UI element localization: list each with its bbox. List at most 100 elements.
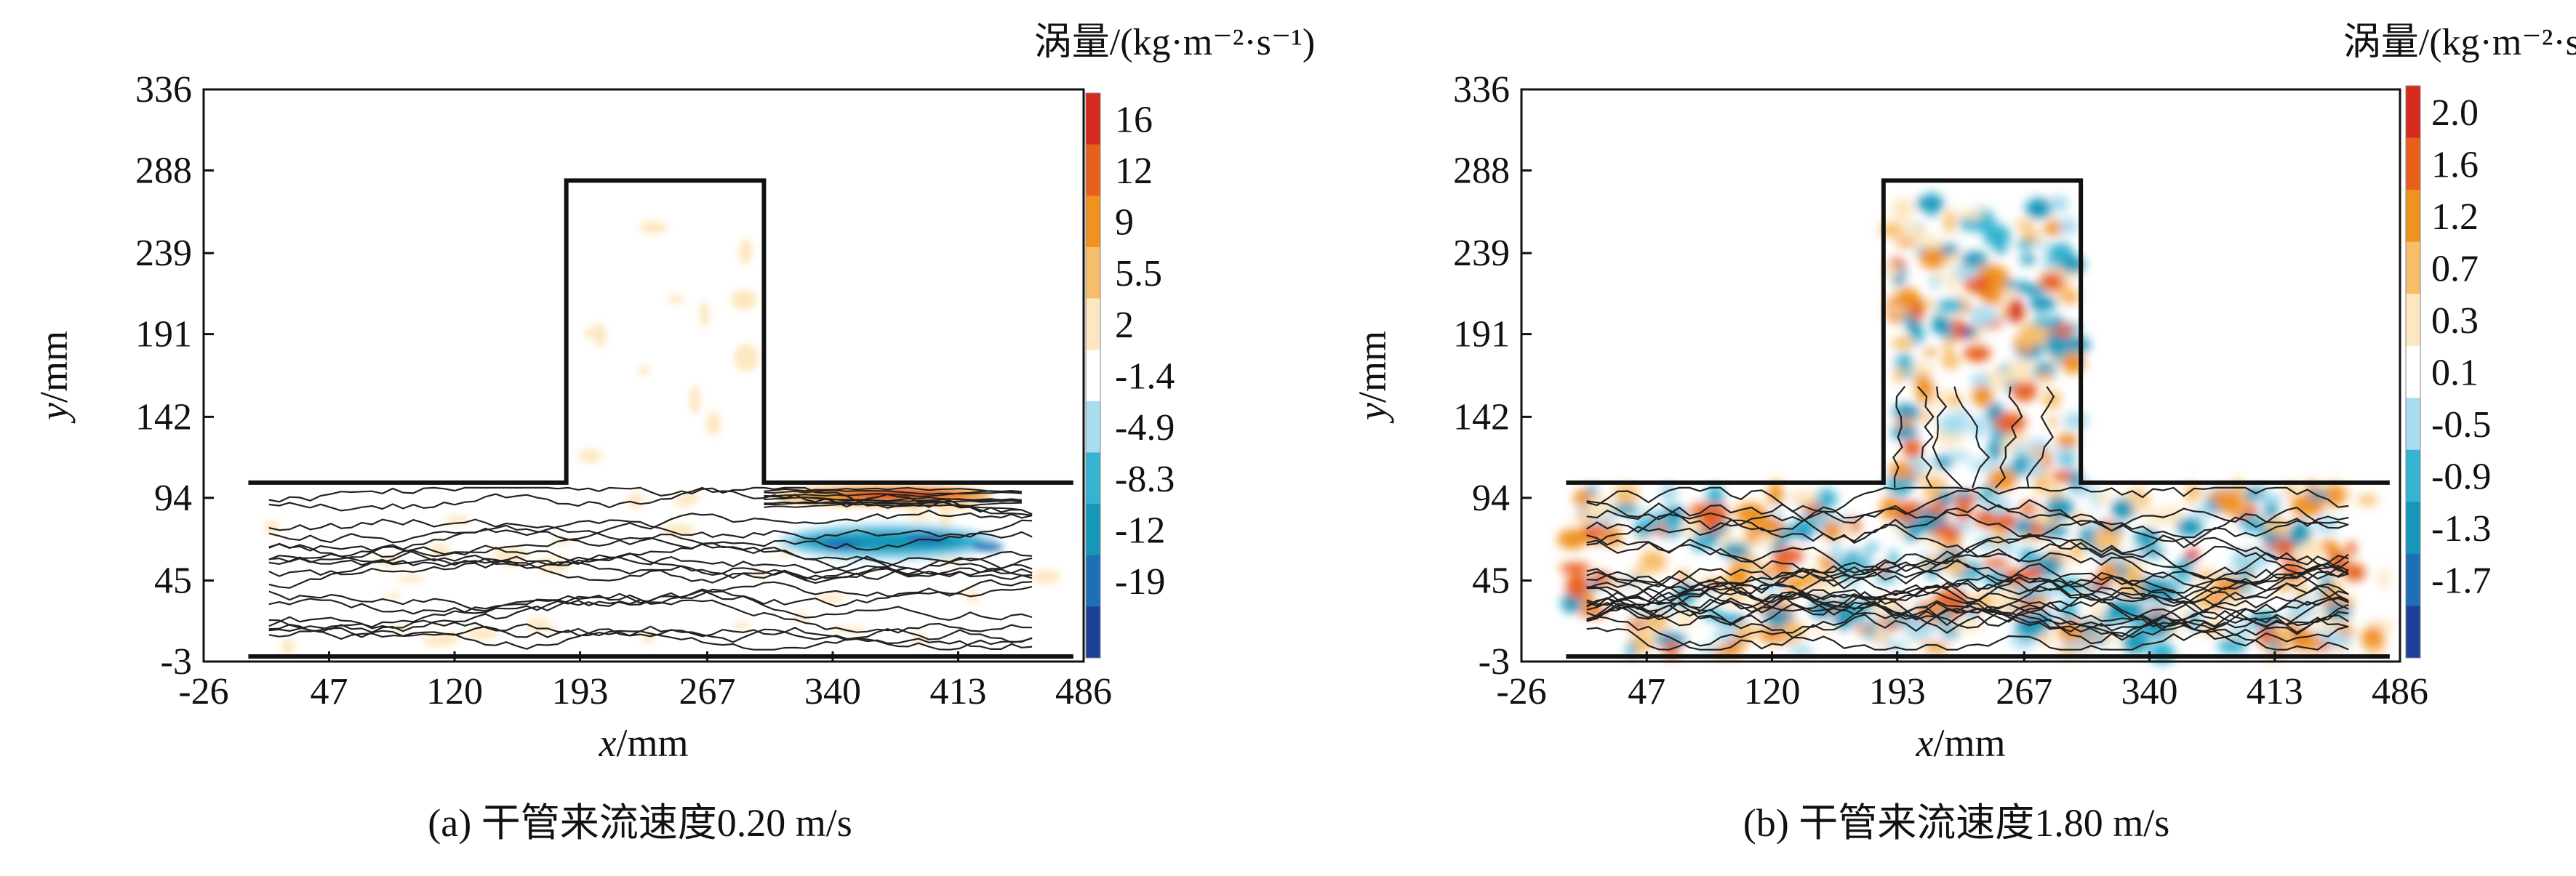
colorbar-frame xyxy=(1085,92,1101,659)
vorticity-blob xyxy=(1639,550,1667,574)
colorbar-swatch xyxy=(1086,246,1100,300)
streamline xyxy=(1586,571,2349,622)
vorticity-blob xyxy=(1854,622,1873,633)
colorbar-title: 涡量/(kg·m⁻²·s⁻¹) xyxy=(1034,22,1315,63)
vorticity-blob xyxy=(2314,517,2340,534)
vorticity-blob xyxy=(1893,366,1905,383)
vorticity-blob xyxy=(2059,217,2078,236)
vorticity-blob xyxy=(1891,198,1913,222)
colorbar-label: -19 xyxy=(1115,561,1165,603)
vorticity-blob xyxy=(1831,542,1843,563)
vorticity-blob xyxy=(2031,520,2043,538)
vorticity-blob xyxy=(2343,563,2366,582)
vorticity-blob xyxy=(2033,473,2051,494)
vorticity-blob xyxy=(2060,456,2076,465)
x-tick-label: 413 xyxy=(2247,671,2303,712)
vorticity-blob xyxy=(2094,493,2113,504)
y-tick-label: 336 xyxy=(135,69,192,110)
vorticity-blob xyxy=(667,294,684,304)
vorticity-blob xyxy=(1712,645,1743,657)
streamline xyxy=(268,623,1033,650)
colorbar-label: 1.6 xyxy=(2431,144,2479,185)
vorticity-blob xyxy=(2069,542,2084,561)
streamline xyxy=(764,486,1022,493)
vorticity-blob xyxy=(1643,633,1654,651)
colorbar-label: -1.3 xyxy=(2431,508,2491,550)
colorbar-title: 涡量/(kg·m⁻²·s⁻¹) xyxy=(2343,22,2576,63)
streamline xyxy=(1916,385,1935,489)
streamline xyxy=(764,499,1023,506)
vorticity-blob xyxy=(1974,273,1991,296)
vorticity-blob xyxy=(1994,412,2027,434)
vorticity-blob xyxy=(2049,196,2070,212)
vorticity-blob xyxy=(1892,403,1920,422)
streamline xyxy=(1586,500,2349,554)
colorbar-label: 12 xyxy=(1115,150,1153,192)
vorticity-blob xyxy=(1897,502,1923,512)
streamline xyxy=(1586,570,2349,645)
vorticity-blob xyxy=(1943,337,1953,358)
vorticity-blob xyxy=(1891,337,1914,350)
colorbar-label: 0.7 xyxy=(2431,248,2479,289)
colorbar-swatch xyxy=(2406,345,2420,398)
vorticity-field xyxy=(263,221,1061,655)
streamline xyxy=(1586,605,2349,651)
vorticity-blob xyxy=(2012,454,2033,470)
streamline xyxy=(268,579,1033,612)
vorticity-blob xyxy=(2361,626,2385,651)
vorticity-blob xyxy=(1895,239,1916,247)
colorbar-swatch xyxy=(1086,298,1100,350)
vorticity-blob xyxy=(2321,574,2332,590)
y-tick-label: 239 xyxy=(135,233,192,274)
colorbar-swatch xyxy=(2406,86,2420,139)
vorticity-blob xyxy=(1668,517,1681,539)
colorbar-swatch xyxy=(2406,190,2420,243)
colorbar-swatch xyxy=(1086,606,1100,659)
vorticity-blob xyxy=(2378,568,2389,590)
vorticity-blob xyxy=(2045,497,2074,519)
colorbar-label: -8.3 xyxy=(1115,459,1175,500)
vorticity-blob xyxy=(732,622,751,630)
x-tick-label: -26 xyxy=(178,671,228,712)
streamline xyxy=(1586,486,2349,531)
streamline xyxy=(268,524,1033,571)
colorbar-swatch xyxy=(1086,452,1100,505)
vorticity-blob xyxy=(2092,529,2122,552)
vorticity-blob xyxy=(2047,417,2059,427)
vorticity-blob xyxy=(2346,541,2357,555)
vorticity-blob xyxy=(628,491,644,509)
y-tick-label: 191 xyxy=(135,314,192,355)
y-tick-label: 45 xyxy=(1472,560,1510,602)
streamline xyxy=(1586,503,2349,571)
plot-frame xyxy=(1520,88,2401,663)
vorticity-blob xyxy=(2017,239,2034,251)
colorbar-swatch xyxy=(1086,93,1100,145)
vorticity-blob xyxy=(1996,510,2016,531)
vorticity-blob xyxy=(2217,638,2247,654)
vorticity-blob xyxy=(1942,451,1972,461)
vorticity-blob xyxy=(1565,574,1589,598)
x-tick-label: 120 xyxy=(426,671,483,712)
x-tick-label: 267 xyxy=(1996,671,2052,712)
colorbar-swatch xyxy=(2406,449,2420,502)
vorticity-blob xyxy=(1918,237,1945,246)
vorticity-blob xyxy=(2011,379,2038,402)
vorticity-blob xyxy=(1944,627,1960,638)
colorbar-label: -12 xyxy=(1115,510,1165,551)
vorticity-blob xyxy=(593,323,607,347)
vorticity-blob xyxy=(1988,279,2002,303)
vorticity-blob xyxy=(1789,576,1815,587)
vorticity-blob xyxy=(689,385,701,414)
vorticity-blob xyxy=(680,492,701,501)
colorbar-swatch xyxy=(2406,294,2420,347)
vorticity-blob xyxy=(527,618,549,626)
colorbar-label: 9 xyxy=(1115,202,1134,244)
vorticity-blob xyxy=(1933,524,1961,542)
vorticity-blob xyxy=(1951,266,1979,280)
y-tick-label: 191 xyxy=(1453,314,1510,355)
streamline xyxy=(1953,386,1991,489)
vorticity-blob xyxy=(1580,524,1611,536)
y-tick-label: 142 xyxy=(135,396,192,438)
streamline xyxy=(1932,386,1963,489)
vorticity-blob xyxy=(2036,241,2050,249)
